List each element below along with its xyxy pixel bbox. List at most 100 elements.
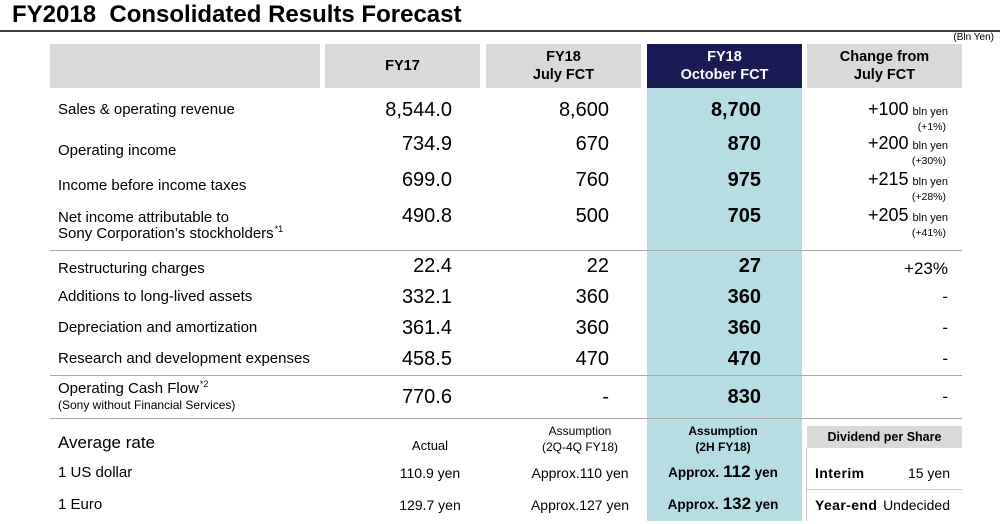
july-assumption-value: Approx.110 yen [531,465,629,481]
row-label-text: Additions to long-lived assets [58,288,253,305]
october-rate-number: 132 [722,494,752,513]
october-fct-value: 8,700 [710,99,761,121]
change-value: - [942,387,948,406]
header-july-fct: FY18 July FCT [486,44,641,88]
header-fy17-text: FY17 [385,58,420,74]
july-fct-value: 360 [575,286,609,308]
fy17-value: 490.8 [401,205,452,227]
dividend-value: 15 yen [907,465,950,481]
row-label: Operating Cash Flow*2 (Sony without Fina… [58,380,320,414]
actual-rate-header-text: Actual [411,438,449,453]
actual-rate-header: Actual [380,437,480,455]
change-value: - [942,318,948,337]
row-label-line1: Operating Cash Flow*2 [58,379,209,397]
july-fct-value: 670 [575,133,609,155]
fy17-value: 8,544.0 [385,99,452,121]
table-row: Operating income 734.9 670 870 +200 bln y… [0,129,1000,168]
change-cell: +200 bln yen (+30%) [807,129,962,168]
row-label: Sales & operating revenue [58,95,320,125]
july-assumption-value: Approx.127 yen [530,497,630,513]
row-label-text: Sales & operating revenue [58,101,235,118]
table-row: Additions to long-lived assets 332.1 360… [0,284,1000,310]
row-label: Income before income taxes [58,165,320,195]
footnote-marker: *2 [199,379,209,389]
change-amount-line: +215 bln yen [868,169,948,192]
october-assumption-line1: Assumption [688,424,758,438]
header-change: Change from July FCT [807,44,962,88]
actual-rate-value: 110.9 yen [399,465,461,481]
fy17-value: 734.9 [401,133,452,155]
header-change-line2: July FCT [853,67,916,83]
july-fct-value: 22 [586,255,609,277]
october-rate-prefix: Approx. [668,465,720,480]
dividend-label: Year-end [815,497,878,513]
row-label-line1: Net income attributable to [58,209,229,226]
row-separator [50,418,962,419]
october-fct-value: 830 [727,386,761,408]
fy17-value: 22.4 [413,255,452,277]
change-value: +23% [904,259,948,278]
october-assumption-value: Approx. 132 yen [663,493,783,517]
change-unit: bln yen [912,211,948,224]
row-label: Additions to long-lived assets [58,284,320,310]
change-amount: +200 [867,132,909,153]
change-percent: (+28%) [911,191,946,203]
october-fct-value: 27 [738,255,761,277]
header-october-fct-line2: October FCT [680,67,769,83]
change-unit: bln yen [912,139,948,152]
row-separator [50,375,962,376]
fy17-value: 332.1 [401,286,452,308]
october-assumption-value: Approx. 112 yen [663,461,783,485]
dividend-divider [806,489,962,490]
october-rate-number: 112 [723,462,751,481]
title-underline [0,30,1000,32]
october-fct-value: 870 [727,133,761,155]
currency-label: 1 US dollar [58,464,133,481]
change-unit: bln yen [912,105,948,118]
july-fct-value: 360 [575,317,609,339]
rate-row: 1 US dollar 110.9 yen Approx.110 yen App… [0,461,1000,485]
row-label-line2: (Sony without Financial Services) [58,398,236,412]
july-fct-value: 760 [575,169,609,191]
rate-row: 1 Euro 129.7 yen Approx.127 yen Approx. 1… [0,493,1000,517]
row-label: Operating income [58,129,320,159]
july-assumption-line1: Assumption [548,424,612,438]
change-cell: +215 bln yen (+28%) [807,165,962,204]
october-fct-value: 975 [727,169,761,191]
row-label-text: Operating income [58,142,177,159]
fy17-value: 699.0 [401,169,452,191]
july-fct-value: 470 [575,348,609,370]
table-row: Restructuring charges 22.4 22 27 +23% [0,253,1000,279]
table-row: Net income attributable to Sony Corporat… [0,199,1000,242]
july-fct-value: 8,600 [558,99,609,121]
row-label-text: Depreciation and amortization [58,319,258,336]
row-label-text: Research and development expenses [58,350,310,367]
change-amount-line: +205 bln yen [868,205,948,228]
dividend-border [806,448,807,521]
currency-label: 1 Euro [58,496,103,513]
row-label-line2: Sony Corporation’s stockholders*1 [58,225,283,242]
table-row: Depreciation and amortization 361.4 360 … [0,315,1000,341]
header-october-fct-line1: FY18 [707,49,742,65]
header-fy17: FY17 [325,44,480,88]
july-assumption-line2: (2Q-4Q FY18) [541,440,619,454]
change-percent: (+30%) [911,155,946,167]
row-label-text: Restructuring charges [58,260,205,277]
change-cell: +100 bln yen (+1%) [807,95,962,134]
row-label: Net income attributable to Sony Corporat… [58,199,320,242]
unit-note: (Bln Yen) [953,32,994,43]
row-separator [50,250,962,251]
july-assumption-header: Assumption (2Q-4Q FY18) [520,423,640,455]
july-fct-value: 500 [575,205,609,227]
dividend-value: Undecided [883,497,950,513]
header-label-cell [50,44,320,88]
october-fct-highlight-column [647,88,802,521]
row-label-line1-text: Operating Cash Flow [58,380,199,397]
table-row: Income before income taxes 699.0 760 975… [0,165,1000,204]
october-assumption-header: Assumption (2H FY18) [663,423,783,455]
change-amount: +100 [867,98,909,119]
header-october-fct: FY18 October FCT [647,44,802,88]
change-amount-line: +100 bln yen [868,99,948,122]
table-row: Research and development expenses 458.5 … [0,346,1000,372]
change-amount: +215 [867,168,909,189]
